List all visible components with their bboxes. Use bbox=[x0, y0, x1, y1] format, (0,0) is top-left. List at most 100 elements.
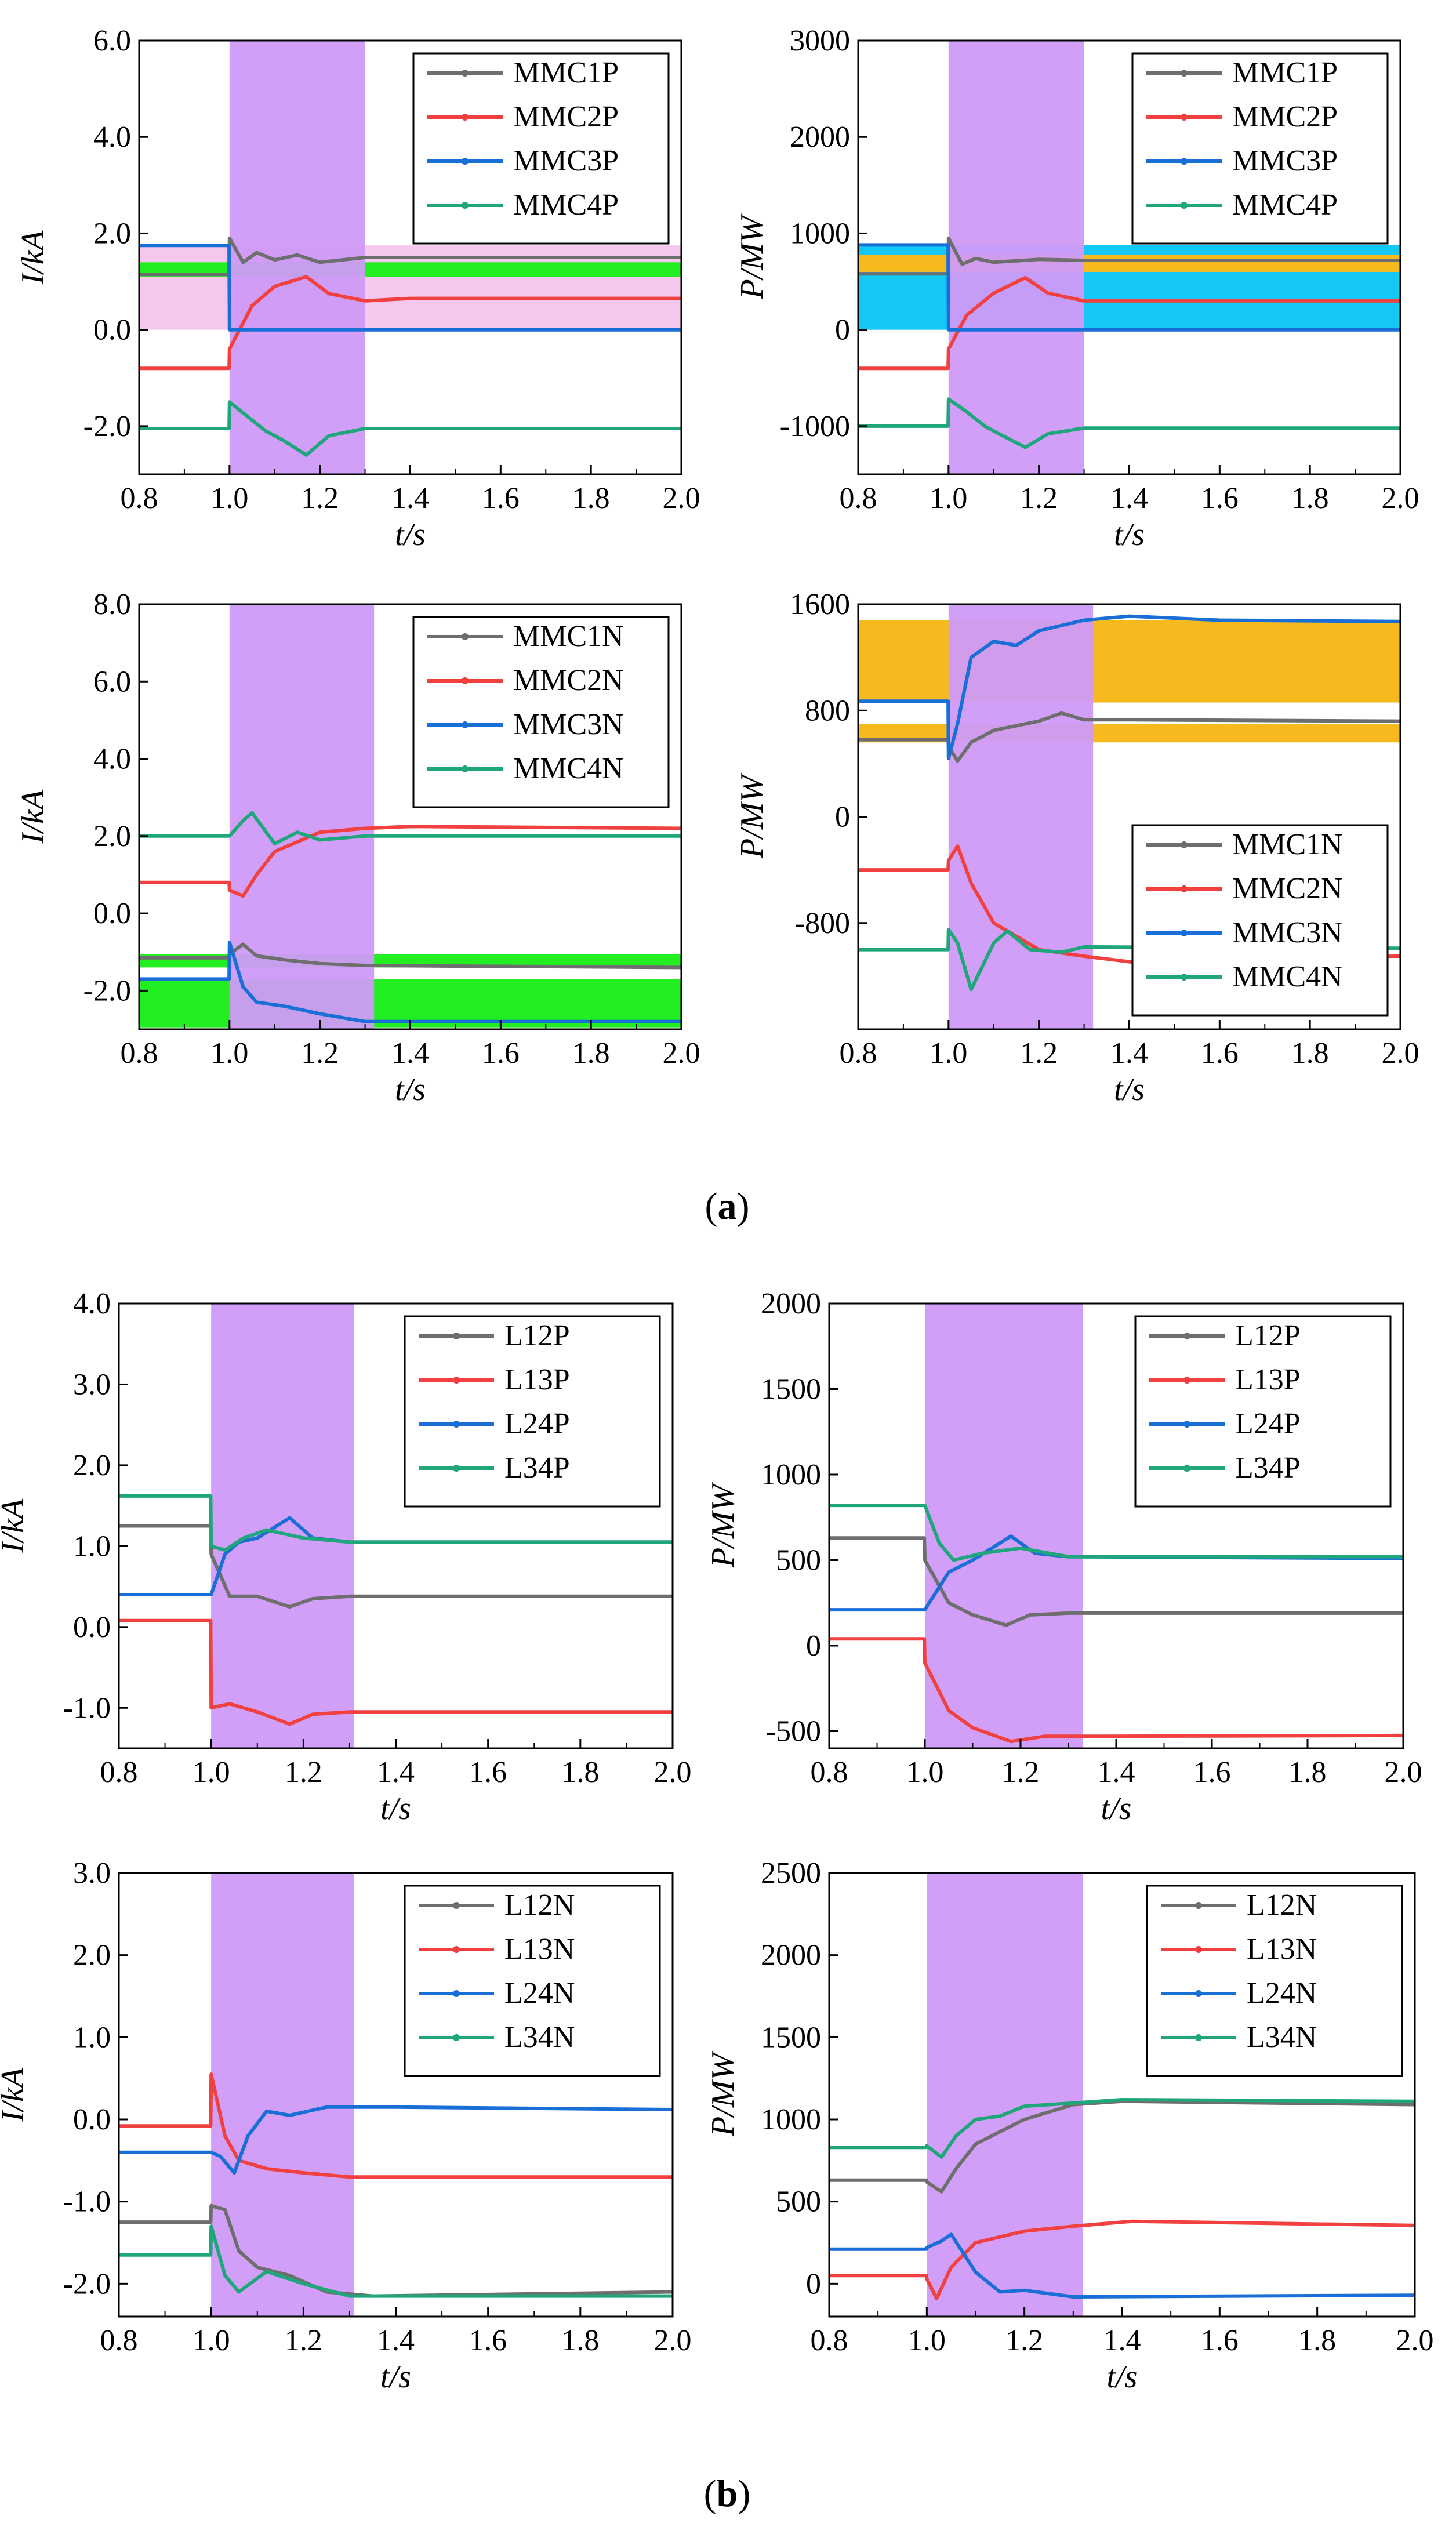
x-tick-label: 1.8 bbox=[561, 2324, 599, 2357]
legend-marker bbox=[1181, 841, 1188, 848]
y-tick-label: 0.0 bbox=[93, 314, 131, 347]
x-tick-label: 1.6 bbox=[1193, 1756, 1231, 1789]
chart-a3: 0.8 1.0 1.2 1.4 1.6 1.8 2.0 -2.0 0.0 2.0 4.0 6.0 8.0… bbox=[15, 588, 700, 1108]
legend-marker bbox=[1181, 885, 1188, 892]
legend-label: L24P bbox=[1235, 1407, 1301, 1440]
x-tick-label: 1.4 bbox=[1110, 1037, 1148, 1070]
x-tick-label: 1.6 bbox=[482, 482, 520, 515]
y-tick-label: -1.0 bbox=[63, 2186, 111, 2219]
series-line-MMC4N bbox=[139, 811, 681, 846]
x-tick-label: 1.0 bbox=[906, 1756, 944, 1789]
x-tick-label: 1.8 bbox=[572, 482, 610, 515]
y-tick-label: 1600 bbox=[790, 588, 850, 621]
legend-marker bbox=[1181, 114, 1188, 121]
fault-window-shading bbox=[948, 604, 1094, 1029]
legend: L12P L13P L24P L34P bbox=[404, 1315, 661, 1508]
y-tick-label: -1.0 bbox=[63, 1691, 111, 1725]
x-tick-label: 1.2 bbox=[301, 1037, 339, 1070]
highlight-band bbox=[858, 255, 1400, 272]
legend-label: MMC4P bbox=[1232, 188, 1338, 222]
legend-marker bbox=[462, 765, 469, 772]
series-line-L34N bbox=[829, 2098, 1415, 2159]
series-line-MMC3P bbox=[858, 243, 1400, 332]
highlight-band bbox=[858, 620, 1400, 703]
series-line-L13N bbox=[829, 2219, 1415, 2300]
legend-marker bbox=[453, 1333, 460, 1339]
x-axis-title: t/s bbox=[1101, 1791, 1132, 1827]
y-tick-label: 1500 bbox=[761, 2021, 821, 2054]
y-tick-label: 2000 bbox=[790, 121, 850, 154]
y-axis-title: P/MW bbox=[734, 213, 770, 299]
series-line-L13P bbox=[119, 1618, 673, 1726]
x-tick-label: 1.8 bbox=[572, 1037, 610, 1070]
x-tick-label: 1.4 bbox=[377, 2324, 415, 2357]
x-tick-label: 0.8 bbox=[840, 1037, 877, 1070]
x-tick-label: 1.2 bbox=[301, 482, 339, 515]
x-axis-title: t/s bbox=[1114, 1072, 1145, 1108]
y-tick-label: 4.0 bbox=[93, 121, 131, 154]
legend-marker bbox=[453, 1990, 460, 1997]
series-line-MMC4P bbox=[858, 397, 1400, 449]
legend-label: MMC3N bbox=[513, 708, 624, 741]
y-tick-label: 2000 bbox=[761, 1287, 821, 1320]
x-tick-label: 1.2 bbox=[285, 1756, 322, 1789]
series-line-MMC3N bbox=[139, 941, 681, 1023]
y-tick-label: 1500 bbox=[761, 1373, 821, 1406]
y-tick-label: 800 bbox=[805, 694, 850, 727]
y-tick-label: 1.0 bbox=[73, 2021, 111, 2054]
legend-label: MMC2N bbox=[1232, 872, 1343, 905]
x-tick-label: 1.6 bbox=[482, 1037, 520, 1070]
x-tick-label: 1.4 bbox=[391, 1037, 429, 1070]
legend: MMC1N MMC2N MMC3N MMC4N bbox=[1131, 824, 1389, 1017]
x-tick-label: 1.4 bbox=[1098, 1756, 1135, 1789]
legend-marker bbox=[1183, 1377, 1190, 1384]
legend-marker bbox=[1181, 202, 1188, 209]
legend-marker bbox=[1195, 1902, 1202, 1909]
legend-marker bbox=[462, 114, 469, 121]
chart-a2: 0.8 1.0 1.2 1.4 1.6 1.8 2.0 -1000 0 1000 2000 3000 t… bbox=[734, 24, 1419, 553]
legend-label: MMC3P bbox=[513, 144, 619, 177]
legend-label: L24N bbox=[1247, 1977, 1317, 2010]
x-tick-label: 0.8 bbox=[840, 482, 877, 515]
series-line-L24N bbox=[829, 2232, 1415, 2299]
legend: MMC1N MMC2N MMC3N MMC4N bbox=[412, 616, 670, 808]
y-axis-title: I/kA bbox=[0, 2067, 31, 2122]
y-tick-label: 3.0 bbox=[73, 1857, 111, 1890]
legend-marker bbox=[453, 1902, 460, 1909]
legend-box bbox=[1131, 824, 1389, 1017]
x-tick-label: 1.2 bbox=[1005, 2324, 1043, 2357]
x-tick-label: 1.8 bbox=[561, 1756, 599, 1789]
x-tick-label: 0.8 bbox=[121, 1037, 158, 1070]
x-tick-label: 1.6 bbox=[469, 2324, 507, 2357]
caption-a-open: ( bbox=[705, 1185, 718, 1228]
series-line-L24N bbox=[119, 2105, 673, 2175]
y-tick-label: 0.0 bbox=[73, 2103, 111, 2136]
series-group bbox=[119, 1494, 673, 1726]
caption-a-letter: a bbox=[718, 1185, 737, 1228]
legend-marker bbox=[462, 721, 469, 728]
series-line-L34P bbox=[829, 1504, 1403, 1562]
legend-label: L12N bbox=[504, 1889, 575, 1922]
legend-marker bbox=[1181, 974, 1188, 981]
legend-box bbox=[1131, 52, 1389, 245]
y-tick-label: 8.0 bbox=[93, 588, 131, 621]
legend-label: L24N bbox=[504, 1977, 575, 2010]
y-tick-label: 4.0 bbox=[93, 743, 131, 776]
legend: L12N L13N L24N L34N bbox=[1146, 1885, 1403, 2077]
y-tick-label: 0 bbox=[806, 2267, 821, 2300]
y-tick-label: 2000 bbox=[761, 1939, 821, 1972]
x-tick-label: 1.4 bbox=[377, 1756, 415, 1789]
legend-label: MMC4P bbox=[513, 188, 619, 222]
legend-label: MMC1N bbox=[1232, 828, 1343, 861]
y-axis-title: I/kA bbox=[15, 230, 51, 285]
legend-box bbox=[412, 616, 670, 808]
legend-label: L13N bbox=[1247, 1933, 1317, 1966]
x-axis-title: t/s bbox=[1114, 517, 1145, 553]
series-line-L13P bbox=[829, 1637, 1403, 1744]
x-tick-label: 0.8 bbox=[811, 1756, 848, 1789]
legend-box bbox=[404, 1885, 661, 2077]
series-group bbox=[139, 236, 681, 457]
y-tick-label: 6.0 bbox=[93, 665, 131, 698]
legend-label: L34N bbox=[1247, 2021, 1317, 2054]
x-tick-label: 2.0 bbox=[663, 1037, 700, 1070]
